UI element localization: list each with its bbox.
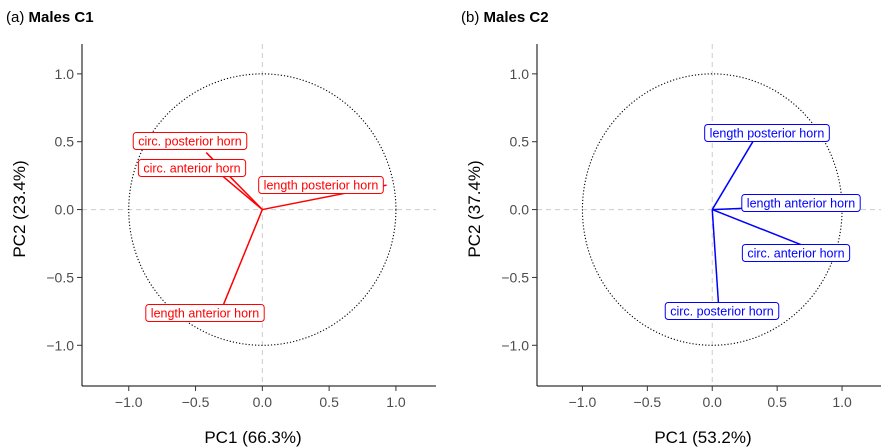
vector-label-box [258,176,384,194]
y-tick-label: −1.0 [501,337,529,353]
y-tick-label: 0.0 [55,202,75,218]
panel-tag: (a) [6,9,29,26]
panel-name: Males C2 [484,9,549,26]
x-tick-label: −1.0 [115,394,143,410]
x-tick-label: 0.5 [767,394,787,410]
vector-label-text: circ. anterior horn [143,162,240,176]
vector-label: circ. anterior horn [137,159,247,177]
vector-label: circ. posterior horn [132,132,248,150]
vector-label-text: length anterior horn [747,197,855,211]
vector-label: length posterior horn [704,124,830,142]
y-tick-label: 1.0 [510,66,530,82]
vector-label: length anterior horn [145,304,265,322]
y-tick-label: 0.0 [510,202,530,218]
chart-panel-a: (a) Males C1 circ. posterior horn circ. an… [6,9,436,447]
vector-label-box [741,194,861,212]
y-axis-title: PC2 (23.4%) [10,160,29,257]
loading-vector [218,209,264,315]
vector-label-box [137,159,247,177]
vector-label-text: circ. anterior horn [747,247,844,261]
chart-panel-b: (b) Males C2 length posterior horn length … [461,9,881,447]
vector-label-box [132,132,248,150]
vector-label-box [704,124,830,142]
vector-label-text: circ. posterior horn [138,135,242,149]
x-tick-label: −0.5 [182,394,210,410]
vector-label: circ. anterior horn [741,244,851,262]
x-tick-label: 1.0 [386,394,406,410]
vector-label: circ. posterior horn [664,302,780,320]
panel-name: Males C1 [29,9,94,26]
y-tick-label: 0.5 [510,134,530,150]
x-tick-label: 0.0 [253,394,273,410]
vector-label-text: length posterior horn [264,179,379,193]
panel-title: (b) Males C2 [461,9,549,26]
panel-title: (a) Males C1 [6,9,94,26]
unit-circle [128,73,397,346]
vector-label-box [145,304,265,322]
y-tick-label: −0.5 [501,269,529,285]
x-axis-title: PC1 (66.3%) [204,428,301,447]
x-tick-label: −1.0 [569,394,597,410]
vector-label-box [741,244,851,262]
vector-label: length posterior horn [258,176,384,194]
y-tick-label: −0.5 [46,269,74,285]
y-axis-title: PC2 (37.4%) [465,160,484,257]
y-tick-label: −1.0 [46,337,74,353]
y-tick-label: 1.0 [55,66,75,82]
x-axis-title: PC1 (53.2%) [654,428,751,447]
x-tick-label: 0.5 [319,394,339,410]
vector-label-text: length anterior horn [151,307,259,321]
vector-label-text: length posterior horn [710,127,825,141]
vector-label-text: circ. posterior horn [670,305,774,319]
x-tick-label: 1.0 [832,394,852,410]
y-tick-label: 0.5 [55,134,75,150]
loading-vector [711,133,759,210]
vector-label: length anterior horn [741,194,861,212]
panel-tag: (b) [461,9,484,26]
x-tick-label: 0.0 [703,394,723,410]
loading-vector [711,209,720,308]
x-tick-label: −0.5 [634,394,662,410]
vector-label-box [664,302,780,320]
